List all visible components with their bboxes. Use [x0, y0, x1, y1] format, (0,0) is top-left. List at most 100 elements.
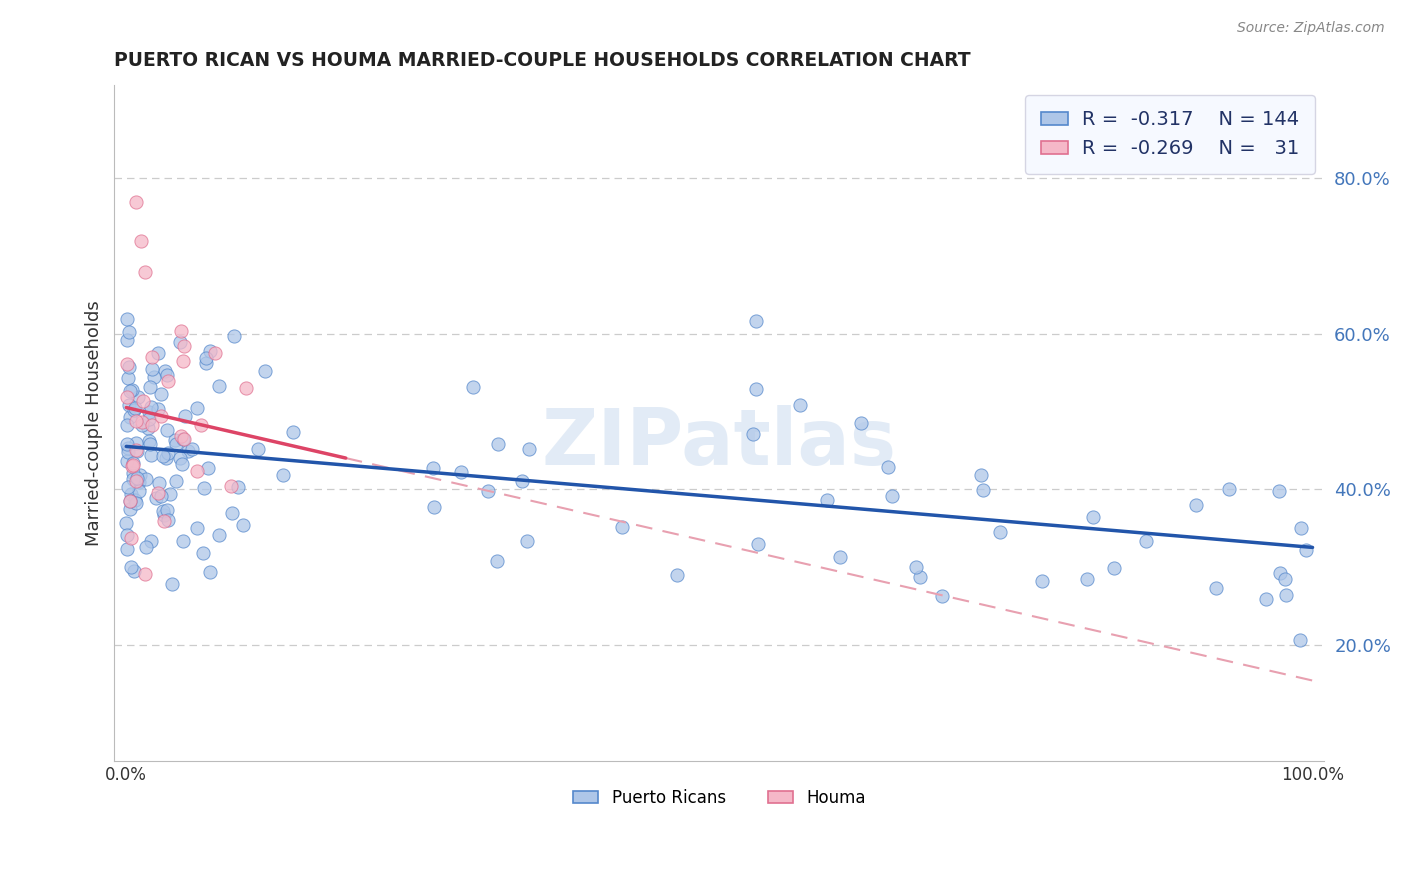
Point [510, 474, 533, 488]
Point [815, 493, 838, 508]
Point [219, 479, 242, 493]
Point [115, 437, 138, 451]
Point [117, 442, 139, 456]
Point [194, 356, 217, 370]
Point [169, 450, 191, 465]
Point [422, 500, 444, 514]
Point [149, 489, 172, 503]
Point [198, 566, 221, 580]
Point [138, 405, 160, 419]
Point [120, 409, 142, 424]
Point [115, 528, 138, 542]
Point [118, 502, 141, 516]
Point [120, 560, 142, 574]
Point [115, 390, 138, 404]
Point [141, 400, 163, 414]
Point [117, 371, 139, 385]
Point [117, 333, 139, 347]
Point [169, 324, 191, 338]
Text: Source: ZipAtlas.com: Source: ZipAtlas.com [1237, 21, 1385, 36]
Point [745, 313, 768, 327]
Point [152, 449, 174, 463]
Point [125, 194, 148, 209]
Point [153, 515, 176, 529]
Point [141, 417, 163, 432]
Point [141, 448, 163, 462]
Point [1184, 498, 1206, 512]
Point [124, 564, 146, 578]
Point [190, 418, 212, 433]
Point [121, 466, 143, 480]
Point [904, 559, 927, 574]
Point [172, 457, 194, 471]
Point [132, 394, 155, 409]
Point [882, 489, 904, 503]
Point [450, 465, 472, 479]
Point [195, 351, 218, 366]
Point [1205, 581, 1227, 595]
Point [127, 474, 149, 488]
Point [115, 516, 138, 531]
Point [186, 401, 208, 416]
Point [135, 541, 157, 555]
Point [204, 345, 226, 359]
Point [125, 436, 148, 450]
Point [1295, 542, 1317, 557]
Point [134, 567, 156, 582]
Point [422, 461, 444, 475]
Point [122, 472, 145, 486]
Point [150, 387, 173, 401]
Point [128, 475, 150, 490]
Point [120, 531, 142, 545]
Point [1218, 482, 1240, 496]
Point [134, 264, 156, 278]
Y-axis label: Married-couple Households: Married-couple Households [86, 301, 103, 546]
Point [163, 433, 186, 447]
Legend: Puerto Ricans, Houma: Puerto Ricans, Houma [567, 782, 872, 814]
Point [235, 381, 257, 395]
Point [155, 424, 177, 438]
Point [148, 346, 170, 360]
Point [125, 471, 148, 485]
Point [931, 590, 953, 604]
Point [153, 508, 176, 523]
Point [117, 480, 139, 494]
Point [741, 427, 763, 442]
Point [221, 506, 243, 520]
Point [477, 484, 499, 499]
Point [138, 434, 160, 449]
Point [174, 409, 197, 423]
Point [165, 474, 187, 488]
Point [138, 412, 160, 426]
Point [172, 533, 194, 548]
Point [1104, 561, 1126, 575]
Point [254, 364, 277, 378]
Point [165, 437, 187, 451]
Point [191, 546, 214, 560]
Point [193, 481, 215, 495]
Point [1274, 589, 1296, 603]
Point [159, 487, 181, 501]
Point [610, 519, 633, 533]
Point [517, 442, 540, 457]
Point [128, 484, 150, 499]
Point [141, 361, 163, 376]
Point [666, 567, 689, 582]
Point [139, 437, 162, 451]
Point [200, 344, 222, 359]
Point [118, 359, 141, 374]
Point [197, 461, 219, 475]
Text: PUERTO RICAN VS HOUMA MARRIED-COUPLE HOUSEHOLDS CORRELATION CHART: PUERTO RICAN VS HOUMA MARRIED-COUPLE HOU… [114, 51, 972, 70]
Point [124, 474, 146, 488]
Point [118, 325, 141, 339]
Point [207, 527, 229, 541]
Point [1268, 566, 1291, 580]
Point [1031, 574, 1053, 589]
Point [1135, 533, 1157, 548]
Point [128, 467, 150, 482]
Point [224, 328, 246, 343]
Point [877, 460, 900, 475]
Point [172, 432, 194, 446]
Point [118, 493, 141, 508]
Point [135, 472, 157, 486]
